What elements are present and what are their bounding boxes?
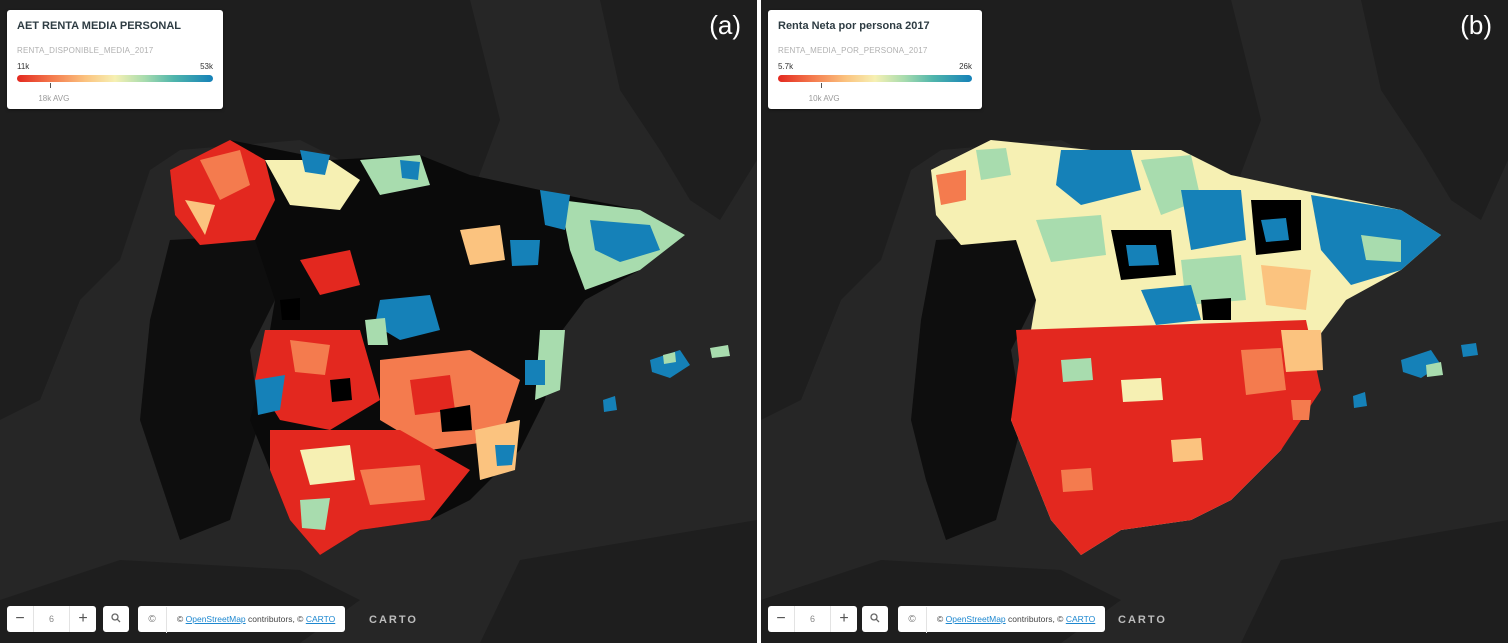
carto-link[interactable]: CARTO [305, 614, 336, 624]
legend-avg-label: 10k AVG [808, 94, 840, 103]
legend-min-value: 5.7k [778, 62, 794, 71]
panel-divider [757, 0, 761, 643]
spain-choropleth[interactable] [170, 140, 685, 555]
legend-avg-label: 18k AVG [38, 94, 70, 103]
color-ramp [778, 75, 972, 82]
attribution-mid: contributors, © [248, 614, 304, 624]
search-button[interactable] [103, 606, 129, 632]
carto-logo: CARTO [1118, 614, 1167, 626]
basemap[interactable] [0, 0, 757, 643]
panel-tag: (a) [709, 10, 741, 40]
attribution: © © OpenStreetMap contributors, © CARTO [138, 606, 346, 633]
zoom-level: 6 [794, 606, 831, 632]
legend-max-value: 26k [959, 62, 972, 71]
attribution-mid: contributors, © [1008, 614, 1064, 624]
carto-logo: CARTO [369, 614, 418, 626]
legend-max-value: 53k [200, 62, 213, 71]
balearic-islands[interactable] [603, 345, 730, 412]
attribution-prefix: © [937, 614, 944, 624]
balearic-islands[interactable] [1353, 343, 1478, 408]
legend-title: AET RENTA MEDIA PERSONAL [17, 20, 181, 32]
attribution-prefix: © [177, 614, 184, 624]
zoom-control: − 6 + [7, 606, 96, 632]
zoom-out-button[interactable]: − [15, 610, 25, 627]
portugal-region [140, 235, 275, 540]
openstreetmap-link[interactable]: OpenStreetMap [945, 614, 1006, 624]
carto-link[interactable]: CARTO [1065, 614, 1096, 624]
legend-min-value: 11k [17, 62, 30, 71]
avg-marker [820, 83, 822, 88]
legend-field-name: RENTA_DISPONIBLE_MEDIA_2017 [17, 46, 154, 55]
zoom-in-button[interactable]: + [839, 610, 849, 627]
panel-tag: (b) [1460, 10, 1492, 40]
map-panel-a[interactable]: (a) AET RENTA MEDIA PERSONAL RENTA_DISPO… [0, 0, 757, 643]
legend-box: Renta Neta por persona 2017 RENTA_MEDIA_… [768, 10, 982, 109]
spain-choropleth[interactable] [931, 140, 1441, 555]
search-button[interactable] [862, 606, 888, 632]
openstreetmap-link[interactable]: OpenStreetMap [185, 614, 246, 624]
legend-field-name: RENTA_MEDIA_POR_PERSONA_2017 [778, 46, 928, 55]
copyright-icon[interactable]: © [898, 607, 927, 633]
legend-box: AET RENTA MEDIA PERSONAL RENTA_DISPONIBL… [7, 10, 223, 109]
zoom-out-button[interactable]: − [776, 610, 786, 627]
zoom-level: 6 [33, 606, 70, 632]
zoom-control: − 6 + [768, 606, 857, 632]
search-icon [111, 613, 121, 623]
legend-title: Renta Neta por persona 2017 [778, 20, 930, 32]
map-panel-b[interactable]: (b) Renta Neta por persona 2017 RENTA_ME… [761, 0, 1508, 643]
color-ramp [17, 75, 213, 82]
attribution: © © OpenStreetMap contributors, © CARTO [898, 606, 1106, 633]
avg-marker [50, 83, 52, 88]
search-icon [870, 613, 880, 623]
zoom-in-button[interactable]: + [78, 610, 88, 627]
portugal-region [911, 235, 1036, 540]
copyright-icon[interactable]: © [138, 607, 167, 633]
